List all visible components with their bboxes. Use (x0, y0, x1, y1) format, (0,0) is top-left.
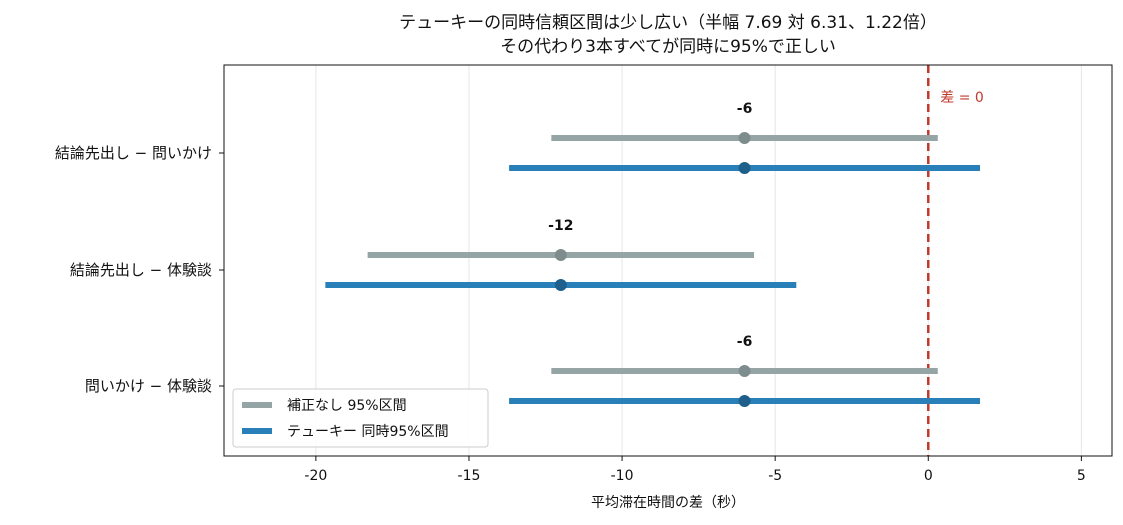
x-tick-label: 0 (924, 468, 933, 484)
legend-label: テューキー 同時95%区間 (287, 424, 449, 440)
y-category-label: 問いかけ − 体験談 (85, 377, 212, 395)
y-category-label: 結論先出し − 体験談 (70, 261, 212, 279)
estimate-label: -12 (548, 218, 573, 234)
reference-line-group: 差 = 0 (927, 65, 984, 456)
y-category-label: 結論先出し − 問いかけ (55, 144, 212, 162)
reference-line-label: 差 = 0 (940, 90, 984, 106)
estimate-label: -6 (737, 334, 753, 350)
x-tick-label: -5 (768, 468, 782, 484)
estimate-point (738, 365, 751, 377)
estimate-point (554, 279, 567, 291)
x-axis-label: 平均滞在時間の差（秒） (591, 495, 745, 511)
x-tick-label: -15 (458, 468, 481, 484)
x-tick-label: 5 (1077, 468, 1086, 484)
estimate-label: -6 (737, 101, 753, 117)
plot-frame (223, 64, 1113, 457)
estimate-point (738, 132, 751, 144)
interval-bars (325, 132, 981, 407)
legend-box (232, 388, 489, 448)
estimate-labels: -6 -12 -6 (548, 101, 752, 350)
chart-title-line-1: テューキーの同時信頼区間は少し広い（半幅 7.69 対 6.31、1.22倍） (399, 13, 937, 33)
chart-title-line-2: その代わり3本すべてが同時に95%で正しい (500, 37, 836, 57)
x-tick-label: -10 (611, 468, 634, 484)
legend-label: 補正なし 95%区間 (287, 398, 407, 414)
x-axis: -20 -15 -10 -5 0 5 (304, 456, 1086, 484)
estimate-point (554, 249, 567, 261)
estimate-point (738, 395, 751, 407)
estimate-point (738, 162, 751, 174)
x-tick-label: -20 (304, 468, 327, 484)
